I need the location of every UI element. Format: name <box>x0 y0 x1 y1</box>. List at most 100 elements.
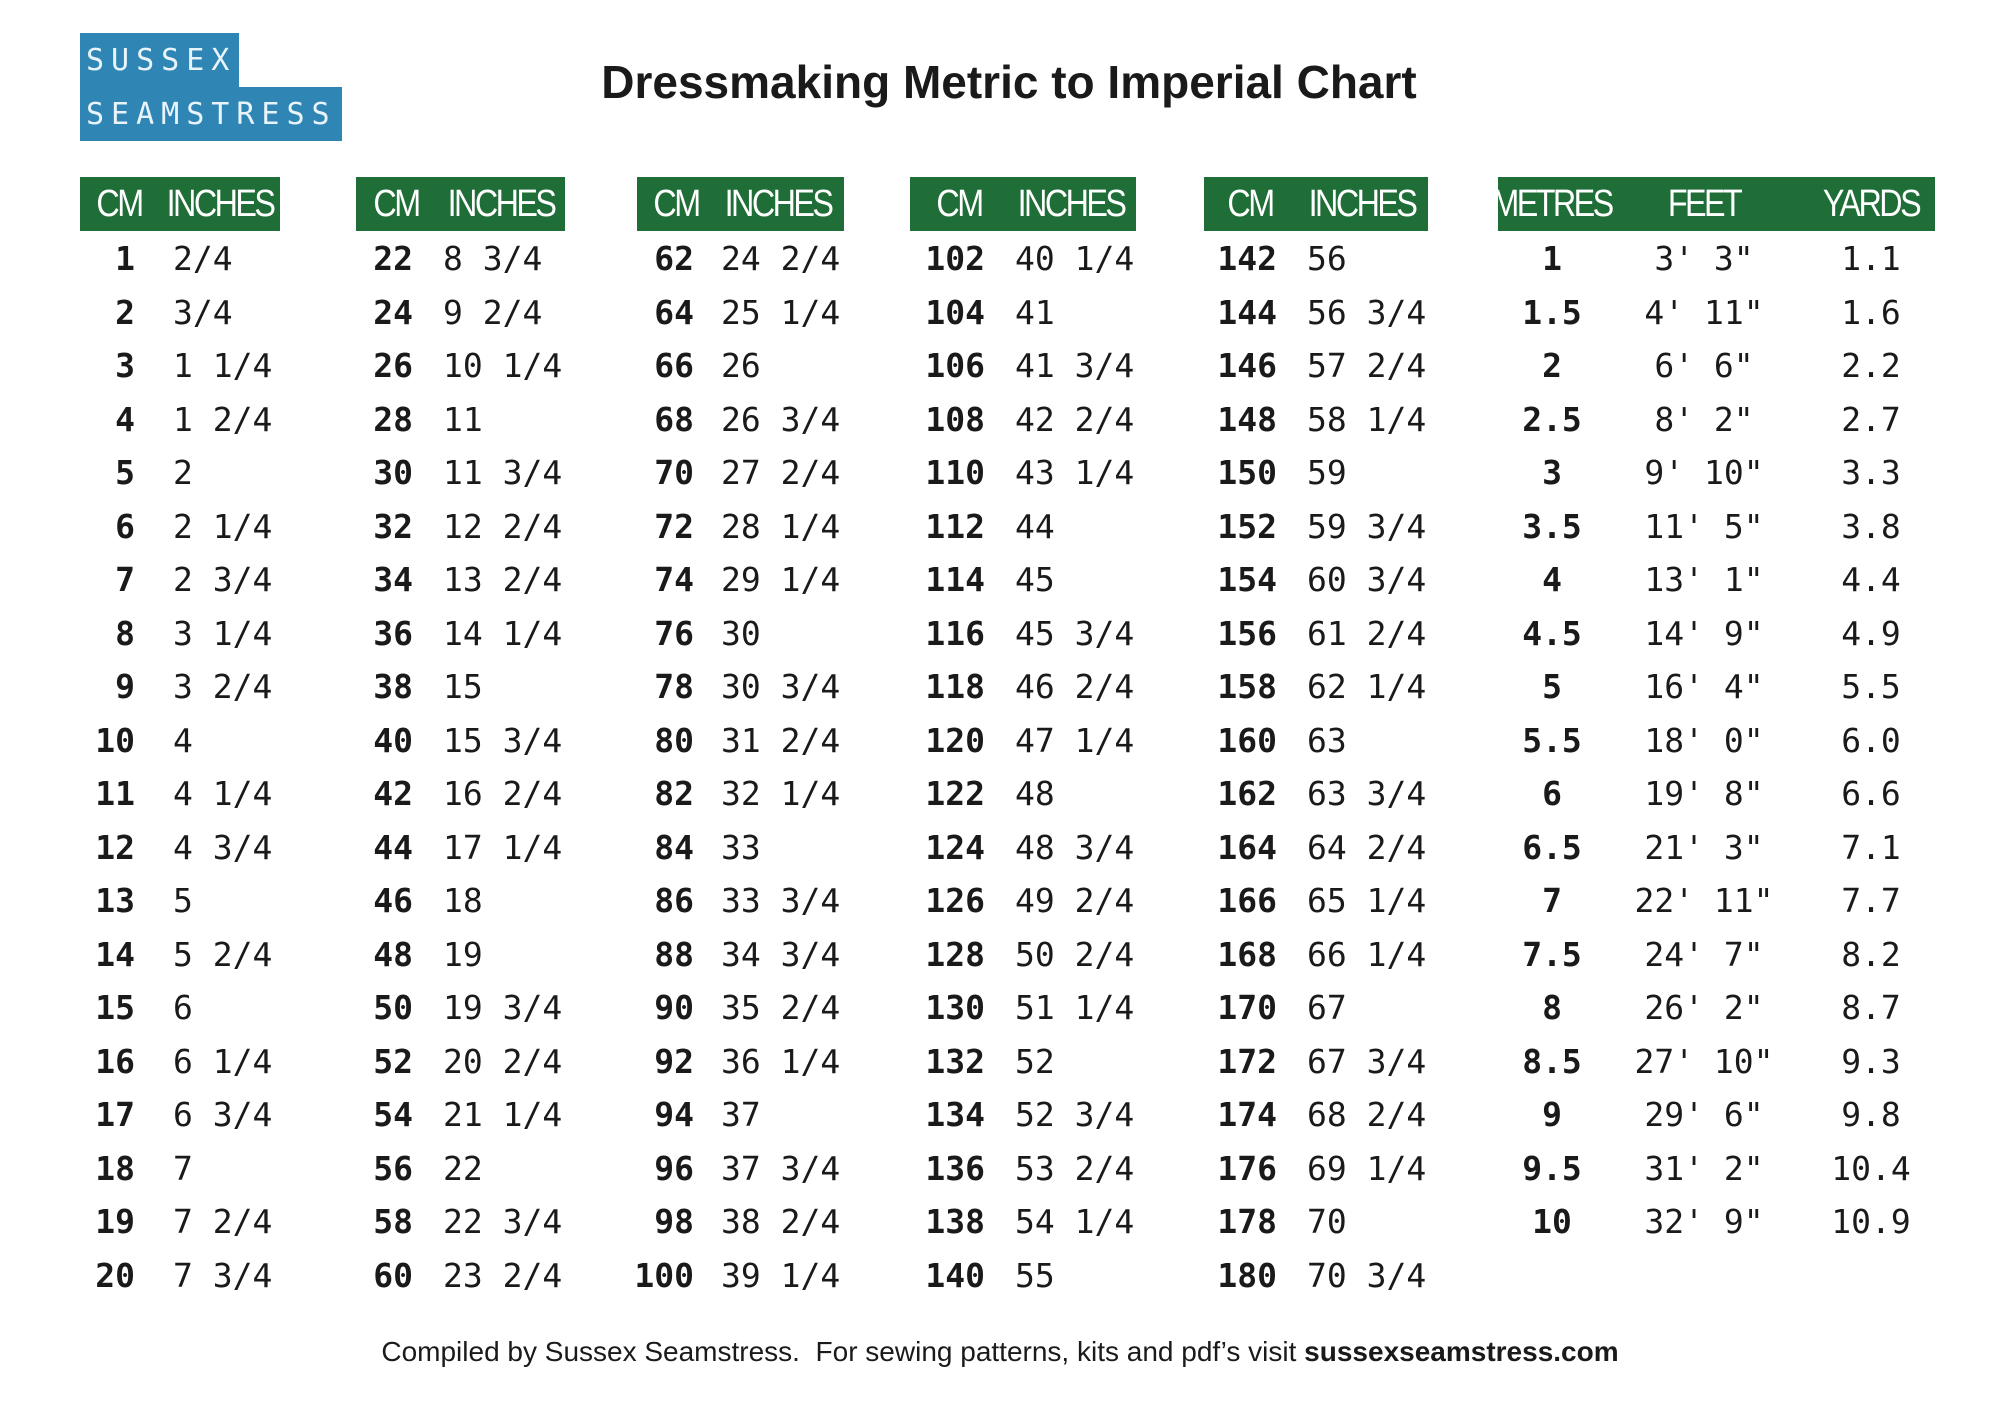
cell: 10 <box>1532 1202 1572 1241</box>
cell: 42 2/4 <box>1015 399 1135 439</box>
cell: 31 2/4 <box>721 720 841 760</box>
cell: 26 <box>373 346 413 385</box>
cell: 32 <box>373 506 413 546</box>
cell: 38 <box>373 667 413 706</box>
cell: 148 <box>1217 399 1277 439</box>
cell: 10 1/4 <box>443 346 563 385</box>
cell: 9 <box>115 667 135 706</box>
header-cell: METRES <box>1492 183 1614 225</box>
cell: 2 <box>173 453 193 492</box>
cell: 96 <box>654 1148 694 1188</box>
cell: 67 <box>1307 988 1347 1027</box>
cell: 172 <box>1217 1041 1277 1081</box>
cell: 66 1/4 <box>1307 934 1427 974</box>
cell: 27' 10" <box>1634 1041 1774 1081</box>
cell: 6 3/4 <box>173 1095 273 1134</box>
cell: 17 1/4 <box>443 827 563 867</box>
cell: 13 2/4 <box>443 560 563 599</box>
cell: 52 3/4 <box>1015 1095 1135 1134</box>
cell: 8 <box>1542 988 1562 1027</box>
cell: 63 <box>1307 720 1347 760</box>
cell: 70 3/4 <box>1307 1255 1427 1295</box>
cell: 74 <box>654 560 694 599</box>
cell: 9.3 <box>1841 1041 1901 1081</box>
cell: 5 <box>1542 667 1562 706</box>
cell: 46 <box>373 881 413 920</box>
cell: 72 <box>654 506 694 546</box>
cell: 68 2/4 <box>1307 1095 1427 1134</box>
header-cell: INCHES <box>724 183 834 225</box>
cell: 6.6 <box>1841 774 1901 813</box>
cell: 4 1/4 <box>173 774 273 813</box>
cell: 160 <box>1217 720 1277 760</box>
cell: 146 <box>1217 346 1277 385</box>
cell: 4.9 <box>1841 613 1901 653</box>
header-cell: CM <box>96 183 144 225</box>
footer-link: sussexseamstress.com <box>1304 1336 1619 1367</box>
cell: 20 2/4 <box>443 1041 563 1081</box>
cell: 48 3/4 <box>1015 827 1135 867</box>
cell: 2.2 <box>1841 346 1901 385</box>
cell: 166 <box>1217 881 1277 920</box>
cell: 37 <box>721 1095 761 1134</box>
cell: 7 <box>173 1148 193 1188</box>
cell: 150 <box>1217 453 1277 492</box>
cell: 15 3/4 <box>443 720 563 760</box>
cell: 92 <box>654 1041 694 1081</box>
cell: 5.5 <box>1841 667 1901 706</box>
cell: 63 3/4 <box>1307 774 1427 813</box>
cell: 64 2/4 <box>1307 827 1427 867</box>
cell: 6 <box>173 988 193 1027</box>
cell: 28 <box>373 399 413 439</box>
table-header <box>637 177 844 231</box>
cell: 25 1/4 <box>721 292 841 332</box>
cell: 55 <box>1015 1255 1055 1295</box>
cell: 70 <box>1307 1202 1347 1241</box>
cell: 2 <box>115 292 135 332</box>
cell: 41 <box>1015 292 1055 332</box>
cell: 88 <box>654 934 694 974</box>
title: Dressmaking Metric to Imperial Chart <box>601 56 1417 108</box>
cell: 164 <box>1217 827 1277 867</box>
cell: 54 1/4 <box>1015 1202 1135 1241</box>
cell: 8 3/4 <box>443 239 543 278</box>
cell: 176 <box>1217 1148 1277 1188</box>
cell: 43 1/4 <box>1015 453 1135 492</box>
cell: 9' 10" <box>1644 453 1764 492</box>
footer-text: Compiled by Sussex Seamstress. For sewin… <box>381 1336 1305 1367</box>
cell: 24 <box>373 292 413 332</box>
cell: 52 <box>1015 1041 1055 1081</box>
cell: 57 2/4 <box>1307 346 1427 385</box>
cell: 41 3/4 <box>1015 346 1135 385</box>
cell: 3 <box>1542 453 1562 492</box>
cell: 27 2/4 <box>721 453 841 492</box>
cell: 6.0 <box>1841 720 1901 760</box>
logo-line2: SEAMSTRESS <box>80 87 342 141</box>
cell: 110 <box>925 453 985 492</box>
header-cell: INCHES <box>1017 183 1127 225</box>
table-header <box>356 177 565 231</box>
cell: 19 <box>95 1202 135 1241</box>
cell: 33 <box>721 827 761 867</box>
cell: 36 <box>373 613 413 653</box>
header-cell: YARDS <box>1822 183 1922 225</box>
cell: 1 <box>1542 239 1562 278</box>
cell: 6 1/4 <box>173 1041 273 1081</box>
cell: 8.5 <box>1522 1041 1582 1081</box>
cell: 45 <box>1015 560 1055 599</box>
cell: 12 <box>95 827 135 867</box>
cell: 19 <box>443 934 483 974</box>
cell: 26' 2" <box>1644 988 1764 1027</box>
cell: 78 <box>654 667 694 706</box>
cell: 14' 9" <box>1644 613 1764 653</box>
cell: 1 1/4 <box>173 346 273 385</box>
cell: 144 <box>1217 292 1277 332</box>
cell: 51 1/4 <box>1015 988 1135 1027</box>
cell: 9.8 <box>1841 1095 1901 1134</box>
cell: 108 <box>925 399 985 439</box>
cell: 76 <box>654 613 694 653</box>
cell: 62 <box>654 239 694 278</box>
cell: 50 2/4 <box>1015 934 1135 974</box>
cell: 60 <box>373 1255 413 1295</box>
cell: 84 <box>654 827 694 867</box>
